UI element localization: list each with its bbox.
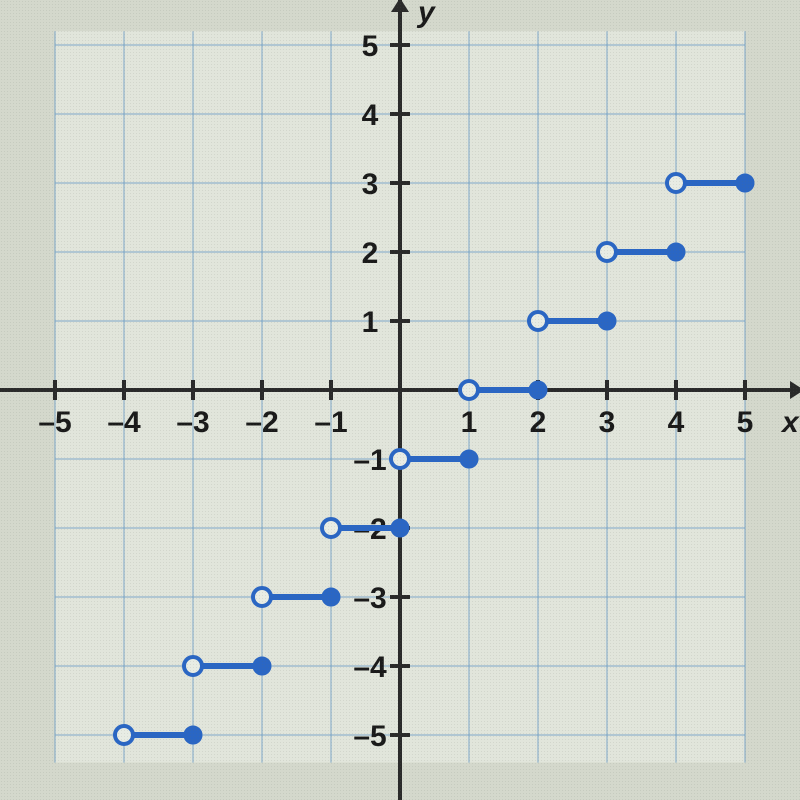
y-tick-label: –5 <box>353 720 386 753</box>
x-axis-arrow <box>790 381 800 399</box>
y-tick-label: –1 <box>353 444 386 477</box>
x-tick-label: –5 <box>38 406 71 439</box>
closed-endpoint-marker <box>322 588 340 606</box>
x-tick-label: 5 <box>737 406 754 439</box>
x-tick-label: 4 <box>668 406 685 439</box>
y-axis-label: y <box>416 0 436 29</box>
x-tick-label: 1 <box>461 406 478 439</box>
y-axis-arrow <box>391 0 409 12</box>
x-axis-label: x <box>780 406 800 439</box>
y-tick-label: 1 <box>362 306 379 339</box>
open-endpoint-marker <box>667 174 685 192</box>
y-tick-label: –4 <box>353 651 387 684</box>
y-tick-label: 5 <box>362 30 379 63</box>
chart-svg: –5–4–3–2–112345–5–4–3–2–112345yx <box>0 0 800 800</box>
closed-endpoint-marker <box>460 450 478 468</box>
closed-endpoint-marker <box>529 381 547 399</box>
x-tick-label: 3 <box>599 406 616 439</box>
open-endpoint-marker <box>460 381 478 399</box>
y-tick-label: –3 <box>353 582 386 615</box>
x-tick-label: –3 <box>176 406 209 439</box>
open-endpoint-marker <box>391 450 409 468</box>
y-tick-label: 2 <box>362 237 379 270</box>
closed-endpoint-marker <box>184 726 202 744</box>
x-tick-label: –2 <box>245 406 278 439</box>
open-endpoint-marker <box>184 657 202 675</box>
open-endpoint-marker <box>253 588 271 606</box>
x-tick-label: 2 <box>530 406 547 439</box>
y-tick-label: 4 <box>362 99 379 132</box>
closed-endpoint-marker <box>736 174 754 192</box>
x-tick-label: –1 <box>314 406 347 439</box>
x-tick-label: –4 <box>107 406 141 439</box>
step-function-chart: –5–4–3–2–112345–5–4–3–2–112345yx <box>0 0 800 800</box>
open-endpoint-marker <box>598 243 616 261</box>
open-endpoint-marker <box>529 312 547 330</box>
y-tick-label: 3 <box>362 168 379 201</box>
closed-endpoint-marker <box>667 243 685 261</box>
closed-endpoint-marker <box>598 312 616 330</box>
closed-endpoint-marker <box>391 519 409 537</box>
open-endpoint-marker <box>115 726 133 744</box>
open-endpoint-marker <box>322 519 340 537</box>
closed-endpoint-marker <box>253 657 271 675</box>
